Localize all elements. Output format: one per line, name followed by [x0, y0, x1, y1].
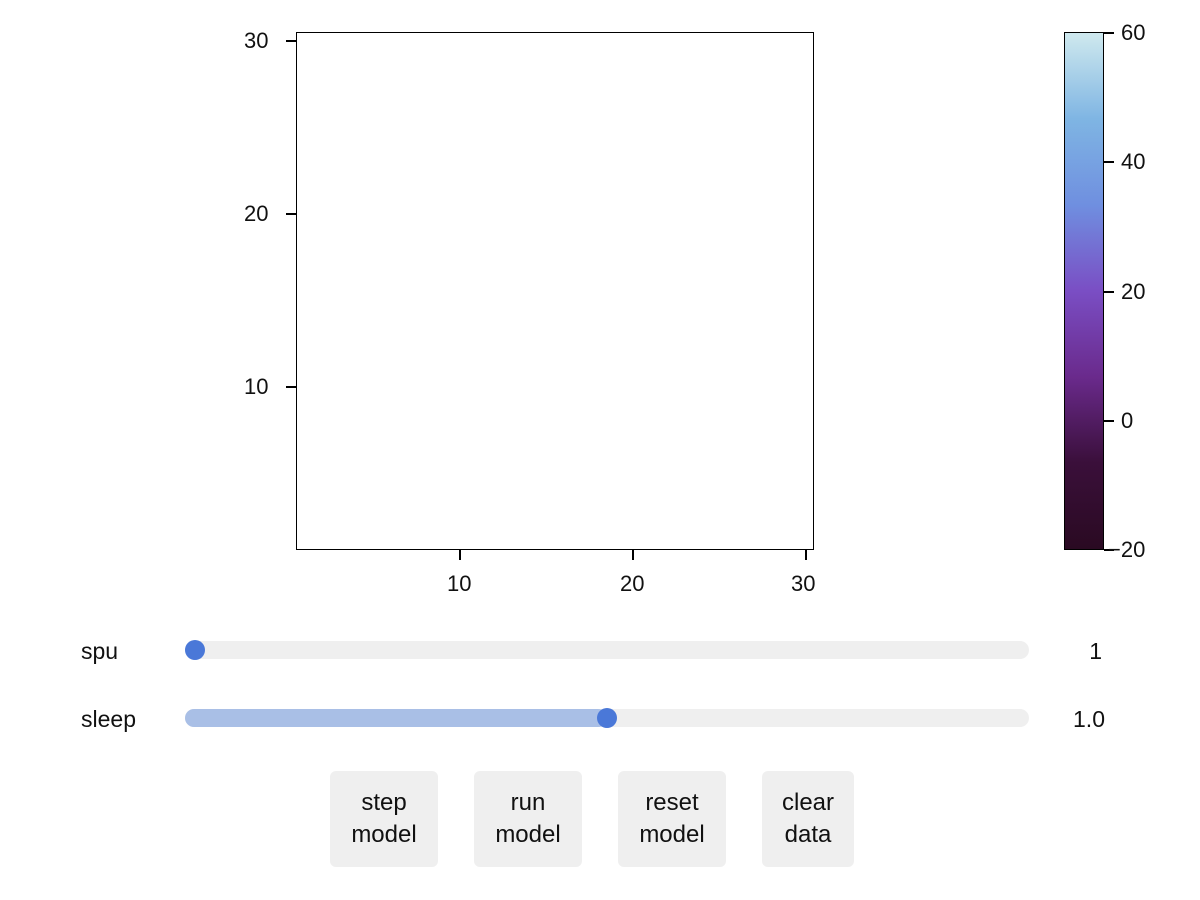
run-model-button[interactable]: run model — [474, 771, 582, 867]
clear-data-button[interactable]: clear data — [762, 771, 854, 867]
step-model-label-line2: model — [351, 821, 417, 848]
sleep-slider-fill — [185, 709, 607, 727]
colorbar-tick-label: 0 — [1121, 408, 1134, 433]
x-tick-label: 20 — [620, 571, 645, 596]
spu-slider-label: spu — [81, 638, 119, 664]
x-tick-20 — [632, 550, 634, 560]
y-tick-label: 30 — [244, 28, 269, 53]
step-model-label-line1: step — [361, 789, 407, 816]
x-tick-30 — [805, 550, 807, 560]
spu-slider-thumb[interactable] — [185, 640, 205, 660]
x-tick-10 — [459, 550, 461, 560]
x-tick-label: 30 — [791, 571, 816, 596]
colorbar-tick-label: 60 — [1121, 20, 1146, 45]
colorbar-tick — [1104, 420, 1114, 422]
reset-model-label-line2: model — [639, 821, 705, 848]
spu-slider-value: 1 — [1089, 638, 1102, 664]
colorbar-tick — [1104, 549, 1114, 551]
colorbar-tick-label: −20 — [1108, 537, 1146, 562]
colorbar-tick — [1104, 291, 1114, 293]
x-tick-label: 10 — [447, 571, 472, 596]
reset-model-button[interactable]: reset model — [618, 771, 726, 867]
clear-data-label-line1: clear — [781, 789, 835, 816]
y-tick-label: 20 — [244, 201, 269, 226]
y-tick-label: 10 — [244, 374, 269, 399]
colorbar-tick-label: 40 — [1121, 149, 1146, 174]
sleep-slider-label: sleep — [81, 706, 136, 732]
colorbar-tick-label: 20 — [1121, 279, 1146, 304]
agent-grid-plot[interactable] — [296, 32, 814, 550]
y-tick-30 — [286, 40, 296, 42]
colorbar-tick — [1104, 161, 1114, 163]
sleep-slider[interactable] — [185, 708, 1029, 728]
colorbar — [1064, 32, 1104, 550]
y-tick-20 — [286, 213, 296, 215]
colorbar-tick — [1104, 32, 1114, 34]
sleep-slider-thumb[interactable] — [597, 708, 617, 728]
clear-data-label-line2: data — [784, 821, 832, 848]
run-model-label-line2: model — [495, 821, 561, 848]
reset-model-label-line1: reset — [645, 789, 699, 816]
run-model-label-line1: run — [510, 789, 546, 816]
sleep-slider-value: 1.0 — [1073, 706, 1105, 732]
step-model-button[interactable]: step model — [330, 771, 438, 867]
spu-slider[interactable] — [185, 640, 1029, 660]
y-tick-10 — [286, 386, 296, 388]
